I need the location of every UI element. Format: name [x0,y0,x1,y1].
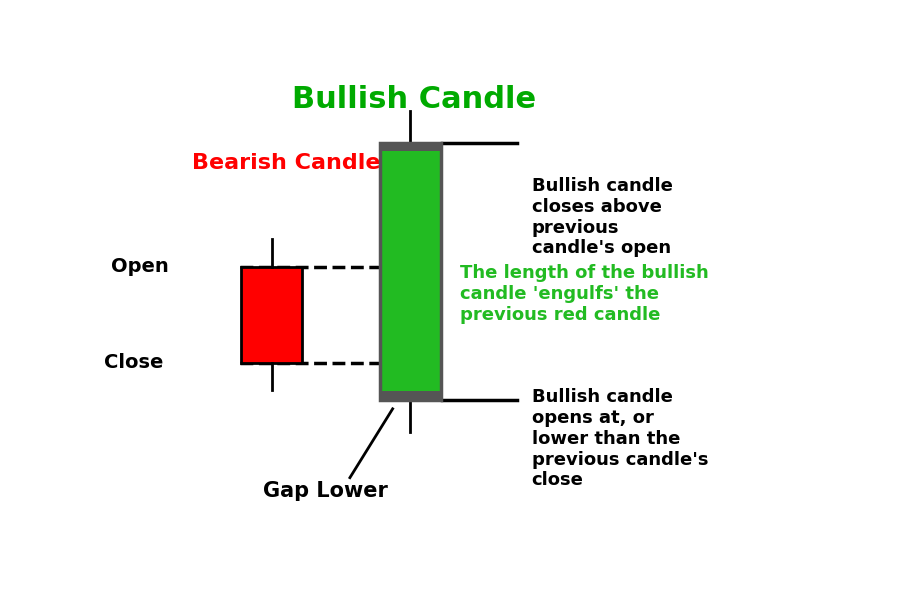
Bar [380,142,441,400]
Bar [380,392,441,400]
Bar [380,142,441,151]
Text: Bearish Candle: Bearish Candle [191,153,380,173]
Bar [242,266,301,363]
Text: The length of the bullish
candle 'engulfs' the
previous red candle: The length of the bullish candle 'engulf… [460,264,709,324]
Text: Open: Open [110,257,168,276]
Text: Bullish candle
opens at, or
lower than the
previous candle's
close: Bullish candle opens at, or lower than t… [531,388,708,489]
Text: Gap Lower: Gap Lower [263,482,388,501]
Text: Bullish Candle: Bullish Candle [292,85,536,114]
Text: Close: Close [104,353,164,372]
Text: Bullish candle
closes above
previous
candle's open: Bullish candle closes above previous can… [531,177,673,257]
Bar [380,151,441,392]
